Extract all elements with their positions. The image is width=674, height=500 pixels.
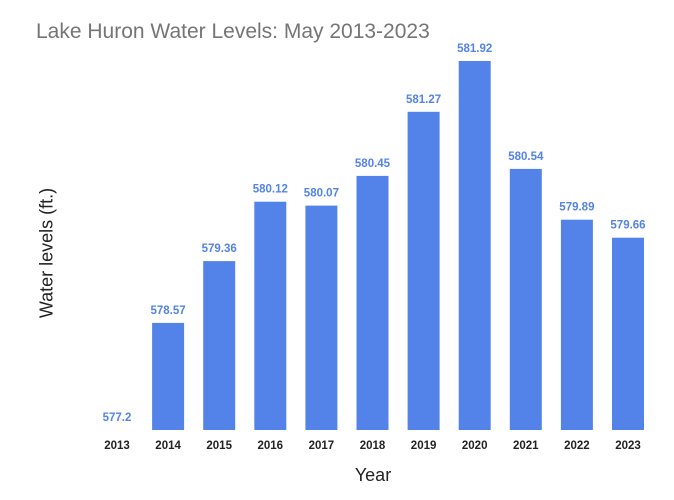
x-tick-label-2023: 2023: [615, 440, 641, 452]
data-label-2017: 580.07: [304, 188, 339, 200]
bar-2021: [509, 168, 542, 430]
data-label-2018: 580.45: [355, 158, 391, 170]
x-tick-label-2021: 2021: [513, 440, 539, 452]
x-tick-label-2017: 2017: [309, 440, 335, 452]
x-tick-label-2016: 2016: [258, 440, 284, 452]
chart-title: Lake Huron Water Levels: May 2013-2023: [36, 20, 430, 43]
bar-2015: [203, 261, 236, 430]
x-tick-label-2022: 2022: [564, 440, 590, 452]
bar-2019: [407, 111, 440, 431]
x-tick-label-2020: 2020: [462, 440, 488, 452]
data-label-2021: 580.54: [508, 151, 544, 163]
bar-2016: [254, 201, 287, 430]
x-tick-label-2015: 2015: [206, 440, 232, 452]
x-tick-label-2019: 2019: [411, 440, 437, 452]
bar-2020: [458, 61, 491, 430]
x-axis-label: Year: [354, 465, 392, 485]
bar-2014: [152, 322, 185, 430]
data-label-2013: 577.2: [103, 412, 132, 424]
bar-2023: [612, 237, 644, 430]
data-label-2020: 581.92: [457, 43, 492, 55]
bar-2017: [305, 205, 338, 430]
data-label-2015: 579.36: [202, 243, 237, 255]
x-tick-label-2013: 2013: [104, 440, 130, 452]
data-label-2014: 578.57: [151, 305, 186, 317]
bar-2018: [356, 175, 389, 430]
data-label-2023: 579.66: [610, 220, 645, 232]
bar-2022: [560, 219, 593, 430]
x-tick-label-2014: 2014: [155, 440, 181, 452]
y-axis-label: Water levels (ft.): [36, 187, 57, 319]
data-label-2016: 580.12: [253, 184, 288, 196]
data-label-2022: 579.89: [559, 202, 594, 214]
data-label-2019: 581.27: [406, 94, 441, 106]
x-tick-label-2018: 2018: [360, 440, 386, 452]
